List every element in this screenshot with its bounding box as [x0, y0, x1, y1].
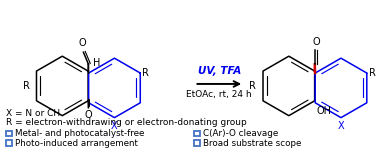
Text: UV, TFA: UV, TFA	[198, 66, 241, 76]
Text: X = N or CH: X = N or CH	[6, 109, 60, 118]
Text: EtOAc, rt, 24 h: EtOAc, rt, 24 h	[186, 90, 252, 99]
Text: H: H	[93, 58, 101, 68]
Text: R: R	[369, 68, 376, 78]
Text: Metal- and photocatalyst-free: Metal- and photocatalyst-free	[15, 129, 144, 138]
Text: Broad substrate scope: Broad substrate scope	[203, 139, 302, 148]
Text: Photo-induced arrangement: Photo-induced arrangement	[15, 139, 138, 148]
Text: C(Ar)-O cleavage: C(Ar)-O cleavage	[203, 129, 279, 138]
Text: R: R	[249, 81, 256, 91]
Text: X: X	[111, 121, 118, 131]
Text: O: O	[85, 110, 92, 120]
Bar	[194, 131, 200, 136]
Text: O: O	[312, 37, 320, 47]
Text: R = electron-withdrawing or electron-donating group: R = electron-withdrawing or electron-don…	[6, 118, 246, 127]
Text: OH: OH	[317, 106, 332, 116]
Text: R: R	[23, 81, 29, 91]
Bar	[6, 140, 12, 146]
Text: R: R	[142, 68, 149, 78]
Bar	[194, 140, 200, 146]
Text: O: O	[79, 38, 86, 48]
Text: X: X	[338, 121, 344, 131]
Bar	[6, 131, 12, 136]
